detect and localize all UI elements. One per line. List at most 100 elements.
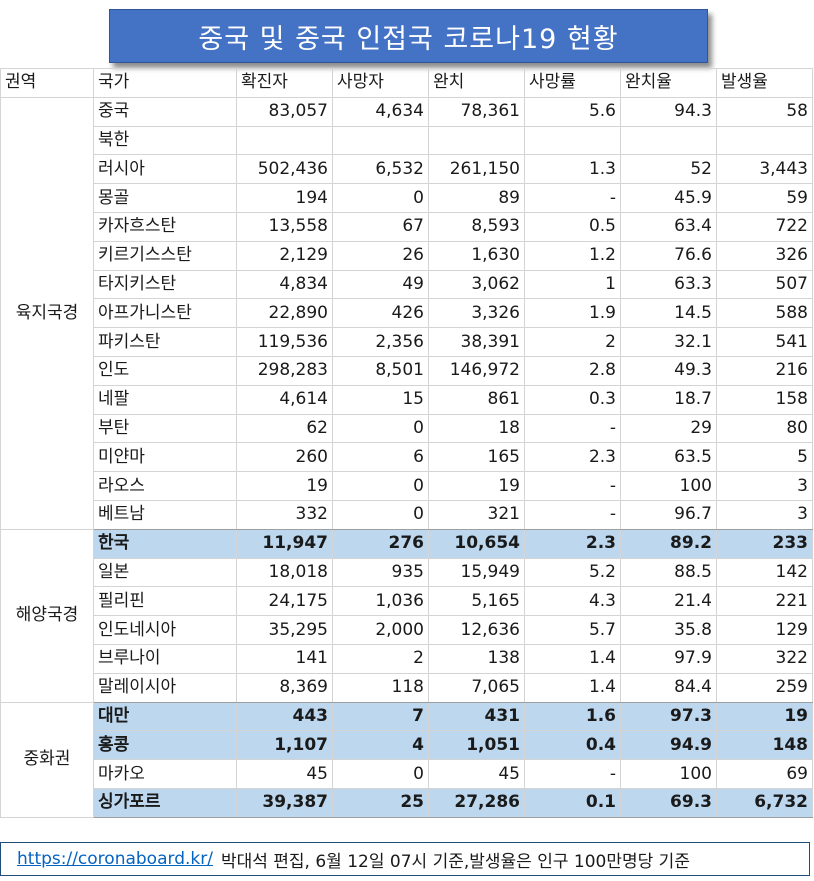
confirmed-cell: 8,369 (236, 672, 333, 703)
deaths-cell: 6,532 (332, 154, 429, 185)
death-rate-cell: 2.3 (524, 528, 621, 559)
column-header: 발생율 (716, 68, 813, 98)
incidence-cell: 6,732 (716, 787, 813, 818)
recovery-rate-cell: 100 (620, 759, 717, 789)
table-row: 타지키스탄 4,834 49 3,062 1 63.3 507 (1, 269, 813, 300)
country-cell: 브루나이 (93, 643, 237, 674)
recovery-rate-cell: 88.5 (620, 557, 717, 588)
death-rate-cell: 1.3 (524, 154, 621, 185)
death-rate-cell: 0.5 (524, 211, 621, 242)
country-cell: 네팔 (93, 384, 237, 415)
death-rate-cell: 5.7 (524, 615, 621, 645)
confirmed-cell: 83,057 (236, 96, 333, 127)
country-cell: 인도 (93, 355, 237, 386)
incidence-cell: 59 (716, 183, 813, 213)
death-rate-cell: 1.6 (524, 701, 621, 732)
recovered-cell: 12,636 (428, 615, 525, 645)
country-cell: 키르기스스탄 (93, 240, 237, 271)
confirmed-cell: 24,175 (236, 586, 333, 617)
recovery-rate-cell: 69.3 (620, 787, 717, 818)
recovery-rate-cell: 29 (620, 413, 717, 444)
column-header: 확진자 (236, 68, 333, 98)
deaths-cell: 426 (332, 298, 429, 329)
death-rate-cell: 2.8 (524, 355, 621, 386)
incidence-cell: 588 (716, 298, 813, 329)
confirmed-cell: 2,129 (236, 240, 333, 271)
table-row: 몽골 194 0 89-45.9 59 (1, 183, 813, 213)
deaths-cell: 8,501 (332, 355, 429, 386)
header-row: 권역 국가 확진자 사망자 완치 사망률 완치율 발생율 (0, 68, 813, 98)
country-cell: 인도네시아 (93, 615, 237, 645)
death-rate-cell (524, 125, 621, 156)
source-link[interactable]: https://coronaboard.kr/ (17, 849, 213, 869)
column-header: 사망률 (524, 68, 621, 98)
recovered-cell: 27,286 (428, 787, 525, 818)
deaths-cell: 2,000 (332, 615, 429, 645)
confirmed-cell: 45 (236, 759, 333, 789)
death-rate-cell: 5.2 (524, 557, 621, 588)
recovered-cell: 7,065 (428, 672, 525, 703)
table-row: 브루나이 141 2 138 1.4 97.9 322 (1, 643, 813, 674)
death-rate-cell: 1.4 (524, 643, 621, 674)
confirmed-cell: 332 (236, 499, 333, 530)
confirmed-cell: 1,107 (236, 730, 333, 761)
death-rate-cell: - (524, 183, 621, 213)
country-cell: 필리핀 (93, 586, 237, 617)
country-cell: 마카오 (93, 759, 237, 789)
table-row: 육지국경 중국 83,057 4,634 78,361 5.6 94.3 58 (0, 96, 813, 530)
confirmed-cell: 39,387 (236, 787, 333, 818)
recovered-cell: 3,326 (428, 298, 525, 329)
country-cell: 한국 (93, 528, 237, 559)
column-header: 완치율 (620, 68, 717, 98)
recovered-cell: 138 (428, 643, 525, 674)
incidence-cell: 148 (716, 730, 813, 761)
confirmed-cell: 298,283 (236, 355, 333, 386)
death-rate-cell: - (524, 499, 621, 530)
region-label: 해양국경 (0, 528, 94, 703)
deaths-cell: 2 (332, 643, 429, 674)
column-header: 국가 (93, 68, 237, 98)
recovery-rate-cell: 45.9 (620, 183, 717, 213)
recovery-rate-cell: 94.3 (620, 96, 717, 127)
deaths-cell: 0 (332, 471, 429, 501)
table-row: 중화권 대만 443 7 431 1.6 97.3 19 (0, 701, 813, 818)
recovered-cell: 1,051 (428, 730, 525, 761)
recovered-cell: 15,949 (428, 557, 525, 588)
recovered-cell: 1,630 (428, 240, 525, 271)
table-row: 베트남 332 0 321-96.7 3 (1, 499, 813, 530)
country-cell: 중국 (93, 96, 237, 127)
recovered-cell: 8,593 (428, 211, 525, 242)
death-rate-cell: 0.4 (524, 730, 621, 761)
recovered-cell: 3,062 (428, 269, 525, 300)
incidence-cell: 3 (716, 499, 813, 530)
incidence-cell: 80 (716, 413, 813, 444)
recovered-cell (428, 125, 525, 156)
table-row: 미얀마 260 6 165 2.3 63.5 5 (1, 442, 813, 473)
death-rate-cell: 2 (524, 327, 621, 357)
confirmed-cell: 62 (236, 413, 333, 444)
recovery-rate-cell: 63.5 (620, 442, 717, 473)
region-label: 중화권 (0, 701, 94, 818)
incidence-cell: 259 (716, 672, 813, 703)
deaths-cell: 0 (332, 183, 429, 213)
recovered-cell: 89 (428, 183, 525, 213)
table-row: 카자흐스탄 13,558 67 8,593 0.5 63.4 722 (1, 211, 813, 242)
table-row: 마카오 45 0 45-100 69 (1, 759, 813, 789)
recovery-rate-cell: 97.3 (620, 701, 717, 732)
country-cell: 싱가포르 (93, 787, 237, 818)
deaths-cell: 4 (332, 730, 429, 761)
recovered-cell: 78,361 (428, 96, 525, 127)
incidence-cell: 326 (716, 240, 813, 271)
confirmed-cell: 35,295 (236, 615, 333, 645)
table-row: 러시아 502,436 6,532 261,150 1.3 52 3,443 (1, 154, 813, 185)
incidence-cell: 5 (716, 442, 813, 473)
death-rate-cell: 0.1 (524, 787, 621, 818)
recovery-rate-cell: 76.6 (620, 240, 717, 271)
recovered-cell: 18 (428, 413, 525, 444)
confirmed-cell: 18,018 (236, 557, 333, 588)
title-banner: 중국 및 중국 인접국 코로나19 현황 (109, 9, 708, 63)
country-cell: 몽골 (93, 183, 237, 213)
country-cell: 부탄 (93, 413, 237, 444)
recovery-rate-cell: 97.9 (620, 643, 717, 674)
incidence-cell: 722 (716, 211, 813, 242)
